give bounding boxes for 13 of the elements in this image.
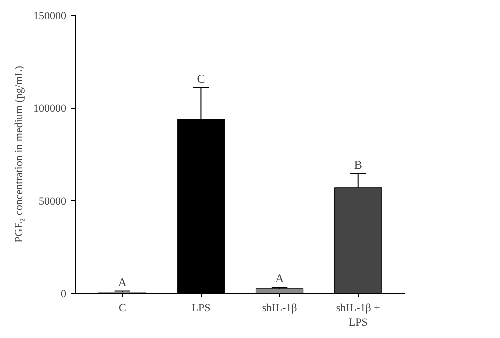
x-tick-label: C: [118, 302, 126, 314]
annotation: B: [354, 158, 362, 172]
y-axis-title: PGE₂ concentration in medium (pg/mL): [14, 66, 26, 243]
annotation: C: [197, 72, 206, 86]
annotation: A: [118, 275, 128, 290]
annotation: A: [275, 272, 284, 286]
y-tick-label: 50000: [39, 196, 67, 208]
x-tick-label: LPS: [192, 302, 211, 314]
x-tick-label: shIL-1β + LPS: [336, 302, 380, 329]
x-tick-label: shIL-1β: [262, 302, 298, 314]
y-tick-label: 0: [61, 288, 67, 300]
y-tick-label: 100000: [34, 103, 67, 116]
y-tick-label: 150000: [34, 10, 67, 22]
